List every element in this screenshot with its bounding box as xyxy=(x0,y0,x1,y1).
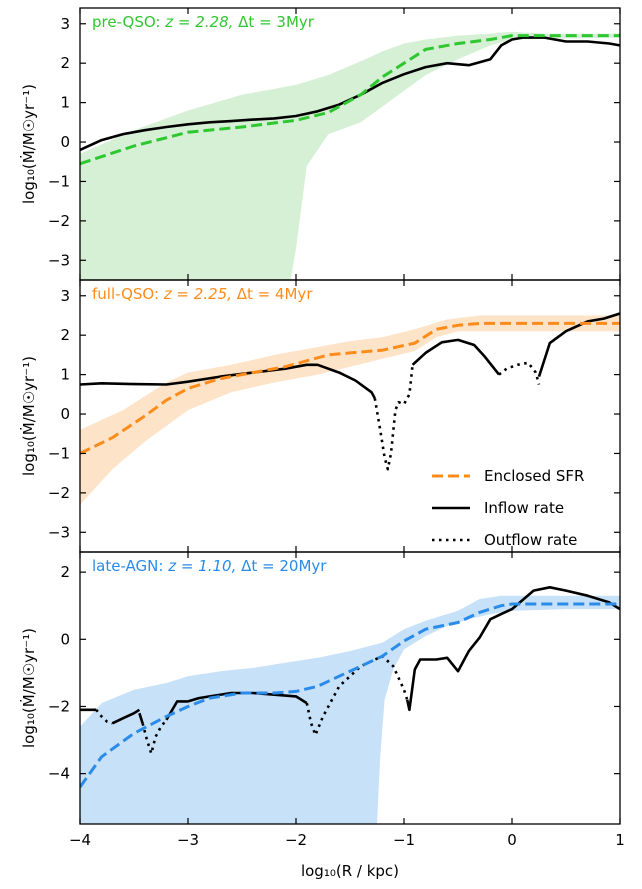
x-tick-label: 1 xyxy=(615,831,625,849)
legend-label: Enclosed SFR xyxy=(484,467,584,485)
panel-title: full-QSO: z = 2.25, Δt = 4Myr xyxy=(92,285,313,303)
legend-label: Inflow rate xyxy=(484,499,564,517)
y-tick-label: 0 xyxy=(60,630,70,648)
y-tick-label: 1 xyxy=(60,94,70,112)
legend: Enclosed SFR Inflow rate Outflow rate xyxy=(432,467,584,549)
y-tick-label: 2 xyxy=(60,54,70,72)
title-redshift: z = 2.28, xyxy=(164,13,238,31)
x-tick-label: −3 xyxy=(177,831,199,849)
outflow-line xyxy=(498,361,541,385)
plot-area xyxy=(80,31,620,280)
title-duration: Δt = 4Myr xyxy=(237,285,314,303)
y-tick-label: −4 xyxy=(48,765,70,783)
outflow-line xyxy=(305,654,409,737)
enclosed-sfr-line xyxy=(80,602,620,788)
title-redshift: z = 2.25, xyxy=(163,285,237,303)
title-duration: Δt = 20Myr xyxy=(241,557,327,575)
inflow-line xyxy=(111,708,141,725)
panel-1: 3 2 1 0 −1 −2 −3 log₁₀(Ṁ/M☉yr⁻¹) pre-QSO: z = 2.… xyxy=(19,7,621,281)
y-tick-label: −1 xyxy=(48,444,70,462)
inflow-line xyxy=(411,338,501,376)
legend-label: Outflow rate xyxy=(484,531,577,549)
y-tick-label: −2 xyxy=(48,484,70,502)
panel-title: late-AGN: z = 1.10, Δt = 20Myr xyxy=(92,557,327,575)
inflow-line xyxy=(537,312,620,377)
y-tick-label: −3 xyxy=(48,523,70,541)
x-axis-label: log₁₀(R / kpc) xyxy=(301,862,399,880)
title-name: late-AGN: xyxy=(92,557,168,575)
y-tick-label: 2 xyxy=(60,563,70,581)
enclosed-sfr-line xyxy=(80,321,620,455)
x-tick-label: 0 xyxy=(507,831,517,849)
x-tick-label: −1 xyxy=(393,831,415,849)
y-tick-label: 3 xyxy=(60,287,70,305)
title-name: pre-QSO: xyxy=(92,13,165,31)
y-axis-label: log₁₀(Ṁ/M☉yr⁻¹) xyxy=(19,356,38,476)
y-tick-label: 3 xyxy=(60,15,70,33)
plot-area xyxy=(80,312,620,505)
axes-frame xyxy=(79,551,621,825)
y-tick-label: 1 xyxy=(60,366,70,384)
outflow-line xyxy=(141,719,168,755)
sfr-scatter-band xyxy=(80,595,620,824)
inflow-line xyxy=(138,712,144,724)
enclosed-sfr-line xyxy=(80,34,620,166)
title-redshift: z = 1.10, xyxy=(167,557,241,575)
y-tick-label: −2 xyxy=(48,697,70,715)
x-tick-label: −4 xyxy=(69,831,91,849)
panel-3: 2 0 −2 −4 log₁₀(Ṁ/M☉yr⁻¹) late-AGN: z = 1.10,… xyxy=(19,551,621,825)
inflow-line xyxy=(165,691,308,721)
y-tick-label: 0 xyxy=(60,405,70,423)
inflow-line xyxy=(80,36,620,152)
y-tick-label: −1 xyxy=(48,172,70,190)
x-tick-label: −2 xyxy=(285,831,307,849)
y-tick-label: 0 xyxy=(60,133,70,151)
y-tick-label: −3 xyxy=(48,251,70,269)
panel-2: 3 2 1 0 −1 −2 −3 log₁₀(Ṁ/M☉yr⁻¹) full-QSO: z = 2… xyxy=(19,279,621,553)
outflow-line xyxy=(373,364,414,471)
title-duration: Δt = 3Myr xyxy=(238,13,315,31)
y-axis-label: log₁₀(Ṁ/M☉yr⁻¹) xyxy=(19,84,38,204)
y-axis-label: log₁₀(Ṁ/M☉yr⁻¹) xyxy=(19,628,38,748)
title-name: full-QSO: xyxy=(92,285,164,303)
y-tick-label: −2 xyxy=(48,212,70,230)
sfr-scatter-band xyxy=(80,31,620,280)
y-tick-label: 2 xyxy=(60,326,70,344)
inflow-line xyxy=(405,586,620,712)
panel-title: pre-QSO: z = 2.28, Δt = 3Myr xyxy=(92,13,315,31)
plot-area xyxy=(80,586,620,824)
